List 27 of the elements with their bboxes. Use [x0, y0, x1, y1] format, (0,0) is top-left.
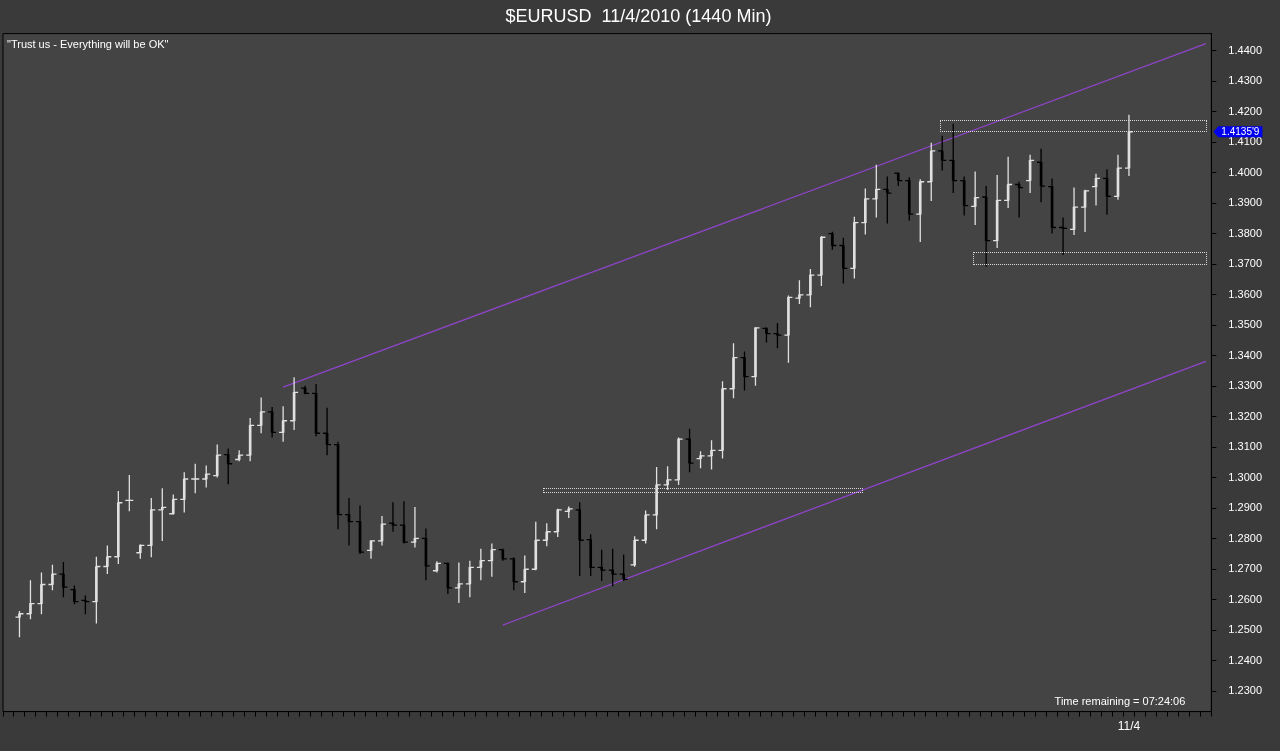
y-tick-label: 1.2900: [1228, 501, 1263, 514]
y-tick-label: 1.2700: [1228, 562, 1263, 575]
y-tick-label: 1.4300: [1228, 74, 1263, 87]
y-tick-label: 1.2800: [1228, 531, 1263, 544]
text: 1.4135'9: [1221, 125, 1260, 137]
y-tick-label: 1.4000: [1228, 165, 1263, 178]
y-tick-label: 1.4400: [1228, 44, 1263, 57]
y-tick-label: 1.3900: [1228, 196, 1263, 209]
annotation: Time remaining = 07:24:06: [1054, 695, 1186, 708]
y-tick-label: 1.2400: [1228, 653, 1263, 666]
y-tick-label: 1.2500: [1228, 623, 1263, 636]
y-tick-label: 1.3500: [1228, 318, 1263, 331]
chart-title: $EURUSD 11/4/2010 (1440 Min): [505, 5, 772, 26]
y-tick-label: 1.3000: [1228, 470, 1263, 483]
y-tick-label: 1.3100: [1228, 440, 1263, 453]
y-tick-label: 1.3300: [1228, 379, 1263, 392]
y-tick-label: 1.4200: [1228, 104, 1263, 117]
y-tick-label: 1.3600: [1228, 287, 1263, 300]
y-tick-label: 1.3400: [1228, 348, 1263, 361]
annotation: "Trust us - Everything will be OK": [7, 38, 169, 51]
x-tick-label: 11/4: [1117, 719, 1141, 734]
y-tick-label: 1.3700: [1228, 257, 1263, 270]
y-tick-label: 1.2300: [1228, 684, 1263, 697]
y-tick-label: 1.4100: [1228, 135, 1263, 148]
y-tick-label: 1.3200: [1228, 409, 1263, 422]
y-tick-label: 1.3800: [1228, 226, 1263, 239]
y-tick-label: 1.2600: [1228, 592, 1263, 605]
